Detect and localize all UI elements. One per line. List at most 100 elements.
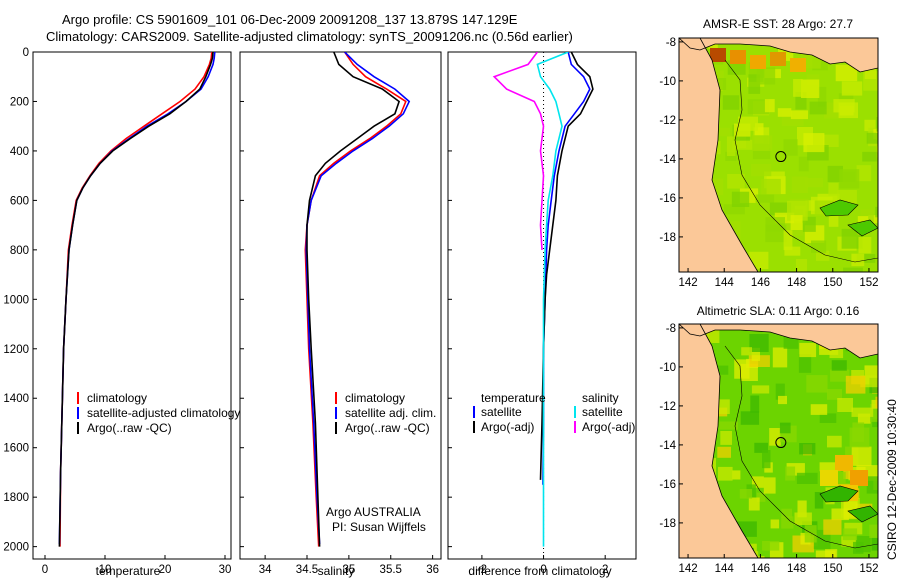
map-field-cell — [875, 396, 878, 409]
sst-coastline-west — [699, 38, 759, 272]
map-field-cell — [797, 500, 807, 518]
map-field-cell — [835, 455, 853, 471]
salinity-xtick-label: 36 — [426, 564, 439, 576]
pi-annotation: PI: Susan Wijffels — [332, 520, 426, 534]
legend-entry-satellite: satellite adj. clim. — [345, 406, 436, 420]
difference-xticks: -2 0 2 — [477, 555, 608, 576]
map-field-cell — [841, 228, 863, 249]
map-field-cell — [720, 431, 732, 445]
depth-tick-label: 600 — [10, 195, 29, 207]
map-field-cell — [783, 139, 798, 156]
map-field-cell — [770, 52, 786, 66]
sst-map-field — [679, 38, 878, 272]
map-field-cell — [781, 516, 794, 529]
map-field-cell — [794, 512, 812, 525]
difference-series-salinity-argo-adj- — [492, 52, 545, 250]
map-xtick-label: 152 — [859, 563, 878, 575]
map-field-cell — [843, 465, 852, 480]
map-field-cell — [828, 183, 839, 196]
map-field-cell — [793, 79, 803, 97]
map-field-cell — [752, 476, 764, 488]
map-field-cell — [739, 489, 753, 499]
map-field-cell — [751, 164, 772, 177]
map-field-cell — [775, 383, 785, 400]
map-field-cell — [870, 404, 878, 422]
map-field-cell — [869, 524, 878, 538]
map-field-cell — [810, 404, 828, 415]
map-field-cell — [719, 421, 738, 430]
sla-map-field — [679, 324, 878, 558]
sst-coastline-north — [679, 38, 878, 73]
map-field-cell — [877, 125, 878, 143]
map-field-cell — [805, 200, 816, 211]
map-field-cell — [809, 101, 827, 115]
map-field-cell — [783, 230, 793, 251]
map-ytick-label: -10 — [659, 76, 676, 88]
map-field-cell — [796, 472, 818, 484]
map-field-cell — [828, 216, 839, 227]
salinity-xtick-label: 35 — [342, 564, 355, 576]
map-ytick-label: -14 — [659, 440, 676, 452]
map-field-cell — [827, 165, 843, 182]
map-field-cell — [860, 375, 878, 388]
legend-entry-sal-satellite: satellite — [582, 405, 623, 419]
map-field-cell — [827, 389, 842, 400]
map-field-cell — [740, 411, 760, 425]
map-field-cell — [820, 470, 838, 486]
map-field-cell — [864, 119, 876, 132]
map-ytick-label: -14 — [659, 154, 676, 166]
temperature-xtick-label: 30 — [219, 564, 232, 576]
map-field-cell — [734, 359, 750, 379]
map-field-cell — [801, 79, 820, 98]
map-field-cell — [876, 146, 878, 158]
legend-entry-climatology: climatology — [345, 391, 405, 405]
map-field-cell — [823, 134, 839, 147]
map-xtick-label: 148 — [787, 563, 806, 575]
salinity-legend: climatology satellite adj. clim. Argo(..… — [335, 391, 436, 435]
temperature-axes-frame — [32, 51, 232, 560]
temperature-xtick-label: 10 — [99, 564, 112, 576]
sla-land-australia — [679, 324, 758, 558]
map-field-cell — [790, 58, 806, 72]
map-field-cell — [858, 237, 872, 254]
map-field-cell — [719, 127, 730, 137]
depth-tick-label: 2000 — [3, 542, 29, 554]
map-field-cell — [871, 537, 878, 551]
map-field-cell — [798, 354, 812, 373]
map-field-cell — [838, 102, 858, 119]
map-xtick-label: 142 — [678, 277, 697, 289]
legend-entry-satellite-adjusted: satellite-adjusted climatology — [87, 406, 240, 420]
map-field-cell — [806, 375, 828, 393]
map-field-cell — [876, 117, 878, 132]
salinity-series-satellite-adj-clim- — [305, 52, 411, 545]
salinity-xlabel: salinity — [318, 564, 355, 578]
map-field-cell — [717, 399, 730, 414]
legend-entry-climatology: climatology — [87, 391, 147, 405]
map-field-cell — [710, 48, 726, 62]
map-field-cell — [851, 446, 872, 466]
map-field-cell — [738, 116, 758, 131]
sst-map-frame — [678, 37, 879, 273]
map-ytick-label: -10 — [659, 362, 676, 374]
temperature-lines — [58, 52, 216, 547]
map-field-cell — [817, 86, 827, 107]
salinity-xtick-label: 34 — [259, 564, 272, 576]
map-xtick-label: 144 — [715, 563, 735, 575]
salinity-panel: 34 34.5 35 35.5 36 salinity climatology sate… — [239, 51, 442, 578]
sla-coastline-north — [679, 324, 878, 359]
map-field-cell — [855, 536, 871, 553]
difference-xtick-label: -2 — [477, 564, 487, 576]
sla-depth-contour — [724, 345, 878, 549]
map-field-cell — [718, 466, 733, 481]
legend-entry-argo: Argo(..raw -QC) — [345, 421, 430, 435]
map-field-cell — [777, 108, 792, 117]
map-field-cell — [754, 442, 768, 453]
map-field-cell — [831, 360, 847, 371]
map-field-cell — [770, 519, 780, 529]
salinity-xtick-label: 35.5 — [380, 564, 402, 576]
map-xtick-label: 150 — [823, 277, 842, 289]
map-field-cell — [791, 176, 808, 194]
sla-coastline-west — [699, 324, 759, 558]
sst-depth-contour — [724, 59, 878, 263]
map-field-cell — [866, 476, 878, 494]
